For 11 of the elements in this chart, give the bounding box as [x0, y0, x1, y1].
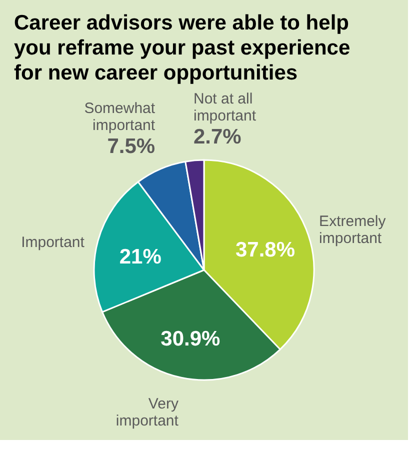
data-label: 7.5% [107, 135, 156, 158]
data-label: 21% [119, 245, 162, 268]
slice-label: Very important [116, 395, 180, 430]
chart-title: Career advisors were able to help you reframe your past experience for new career opportunities [14, 11, 350, 84]
slice-label: Not at all important [193, 90, 257, 124]
slice-label: Somewhat important [84, 100, 156, 134]
data-label: 37.8% [235, 238, 296, 262]
data-label: 30.9% [160, 328, 220, 351]
slice-label: Important [21, 234, 86, 252]
data-label: 2.7% [193, 125, 242, 148]
slice-label: Extremely important [319, 212, 386, 247]
